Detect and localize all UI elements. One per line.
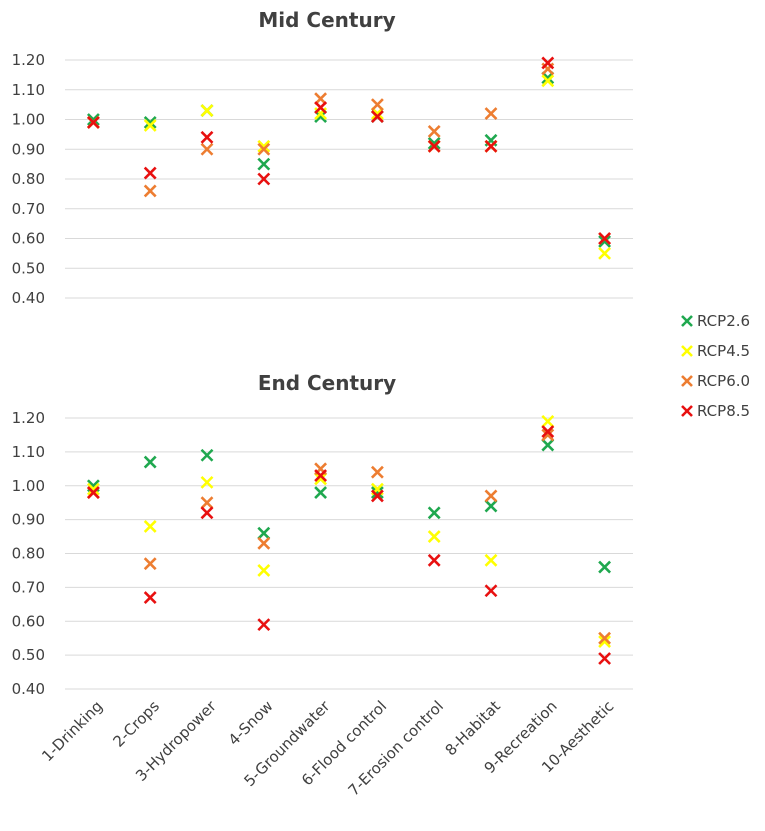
end-point-rcp85 <box>143 591 157 604</box>
end-point-rcp60 <box>598 631 612 645</box>
mid-point-rcp60 <box>257 142 271 156</box>
end-century-panel: End Century 0.40 0.50 0.60 0.70 0.80 0.90 1.00… <box>12 371 633 698</box>
end-point-rcp60 <box>143 557 157 571</box>
mid-y-tick-label: 0.40 <box>12 289 45 307</box>
end-point-rcp45 <box>314 472 328 486</box>
legend-label: RCP2.6 <box>697 312 750 330</box>
end-point-rcp85 <box>598 652 612 665</box>
end-y-tick-label: 1.10 <box>12 443 45 461</box>
mid-y-tick-label: 0.90 <box>12 140 45 158</box>
end-point-rcp45 <box>484 553 498 567</box>
category-label: 1-Drinking <box>38 697 106 765</box>
end-point-rcp26 <box>541 438 555 452</box>
end-point-rcp45 <box>257 564 271 577</box>
end-point-rcp85 <box>484 584 498 598</box>
end-point-rcp45 <box>598 635 612 648</box>
mid-point-rcp85 <box>314 101 328 115</box>
end-y-tick-label: 1.20 <box>12 409 45 427</box>
mid-point-rcp60 <box>143 184 157 198</box>
end-y-tick-label: 0.80 <box>12 545 45 563</box>
mid-y-tick-label: 0.80 <box>12 170 45 188</box>
end-point-rcp85 <box>370 489 384 503</box>
mid-point-rcp85 <box>484 139 498 153</box>
end-point-rcp60 <box>200 496 214 510</box>
legend-label: RCP6.0 <box>697 372 750 390</box>
legend-label: RCP8.5 <box>697 402 750 420</box>
end-point-rcp45 <box>200 475 214 489</box>
end-y-tick-label: 0.60 <box>12 612 45 630</box>
mid-point-rcp45 <box>257 139 271 153</box>
category-label: 2-Crops <box>109 697 163 751</box>
mid-point-rcp26 <box>598 235 612 248</box>
end-point-rcp45 <box>143 519 157 533</box>
mid-point-rcp26 <box>86 113 100 126</box>
legend-marker-rcp26 <box>681 315 693 327</box>
legend: RCP2.6 RCP4.5 RCP6.0 RCP8.5 <box>681 312 750 420</box>
mid-point-rcp60 <box>200 142 214 156</box>
end-y-tick-label: 0.70 <box>12 578 45 596</box>
legend-marker-rcp85 <box>681 405 693 417</box>
mid-y-tick-label: 1.10 <box>12 81 45 99</box>
end-point-rcp26 <box>143 455 157 469</box>
end-point-rcp26 <box>484 499 498 513</box>
end-point-rcp85 <box>86 486 100 499</box>
mid-point-rcp45 <box>541 74 555 88</box>
end-y-tick-label: 0.40 <box>12 680 45 698</box>
mid-point-rcp26 <box>427 136 441 150</box>
category-label: 4-Snow <box>225 697 277 749</box>
mid-point-rcp85 <box>541 56 555 70</box>
mid-y-tick-label: 1.00 <box>12 111 45 129</box>
end-point-rcp60 <box>541 428 555 442</box>
mid-point-rcp85 <box>427 139 441 153</box>
legend-marker-rcp45 <box>681 345 693 357</box>
mid-point-rcp26 <box>143 116 157 129</box>
end-y-tick-label: 1.00 <box>12 477 45 495</box>
end-point-rcp26 <box>314 486 328 499</box>
mid-point-rcp85 <box>200 130 214 144</box>
end-point-rcp60 <box>257 536 271 550</box>
mid-point-rcp60 <box>427 124 441 138</box>
end-point-rcp45 <box>86 482 100 496</box>
end-y-tick-label: 0.90 <box>12 511 45 529</box>
mid-point-rcp60 <box>370 98 384 112</box>
mid-y-tick-label: 1.20 <box>12 51 45 69</box>
mid-point-rcp85 <box>86 116 100 129</box>
end-point-rcp85 <box>541 425 555 438</box>
end-point-rcp26 <box>257 526 271 540</box>
mid-y-tick-label: 0.60 <box>12 230 45 248</box>
end-point-rcp85 <box>314 469 328 483</box>
legend-marker-rcp60 <box>681 375 693 387</box>
mid-point-rcp26 <box>257 157 271 171</box>
end-point-rcp85 <box>200 506 214 520</box>
mid-point-rcp45 <box>598 246 612 260</box>
end-y-tick-label: 0.50 <box>12 646 45 664</box>
end-point-rcp60 <box>484 489 498 503</box>
end-point-rcp26 <box>370 486 384 499</box>
end-point-rcp85 <box>257 618 271 632</box>
mid-point-rcp45 <box>200 104 214 117</box>
end-century-title: End Century <box>258 371 396 395</box>
mid-point-rcp45 <box>143 119 157 132</box>
mid-point-rcp85 <box>370 110 384 123</box>
mid-point-rcp85 <box>257 172 271 186</box>
mid-y-tick-label: 0.50 <box>12 259 45 277</box>
category-label: 7-Erosion control <box>345 697 447 799</box>
mid-century-panel: Mid Century 0.40 0.50 0.60 0.70 0.80 0.90 1.00… <box>12 8 633 307</box>
mid-point-rcp85 <box>143 166 157 180</box>
end-point-rcp45 <box>541 414 555 428</box>
end-point-rcp26 <box>427 506 441 520</box>
end-point-rcp26 <box>598 560 612 574</box>
mid-y-tick-label: 0.70 <box>12 200 45 218</box>
end-point-rcp45 <box>427 530 441 543</box>
legend-label: RCP4.5 <box>697 342 750 360</box>
end-point-rcp60 <box>370 465 384 479</box>
mid-century-title: Mid Century <box>258 8 395 32</box>
end-point-rcp85 <box>427 553 441 567</box>
end-point-rcp26 <box>200 448 214 462</box>
mid-point-rcp60 <box>484 107 498 120</box>
mid-point-rcp85 <box>598 232 612 245</box>
